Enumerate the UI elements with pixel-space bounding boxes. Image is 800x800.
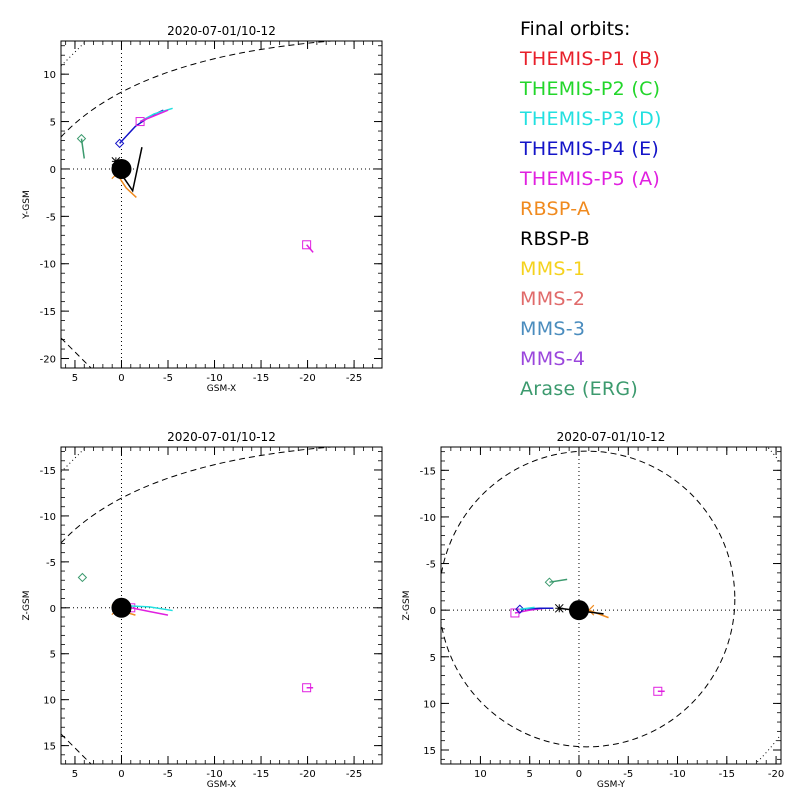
y-tick-label: -20 [40, 355, 56, 366]
y-tick-label: -15 [40, 466, 56, 477]
plot-frame [60, 40, 383, 369]
y-tick-label: 15 [423, 746, 436, 757]
square-marker [302, 240, 312, 250]
x-tick-label: -15 [253, 373, 269, 384]
legend-item: THEMIS-P3 (D) [520, 108, 662, 130]
y-tick-label: 5 [50, 650, 56, 661]
earth-disc [111, 158, 132, 179]
x-tick-label: -5 [163, 373, 173, 384]
magnetopause-curve [61, 447, 338, 544]
diamond-marker [114, 138, 125, 149]
plot-area [441, 447, 781, 764]
x-tick-label: -10 [206, 373, 222, 384]
legend-item: RBSP-B [520, 228, 591, 250]
square-marker [302, 683, 312, 693]
dotted-boundary [61, 41, 87, 67]
legend-item: RBSP-A [520, 198, 591, 220]
diamond-marker [77, 572, 88, 583]
chart-panel-3: 10 5 0 -5 -10 -15 -20 -15 -10 -5 0 5 10 15 2020-07-01/… [402, 430, 784, 790]
chart-panel-1: 5 0 -5 -10 -15 -20 -25 -20 -15 -10 -5 0 5 10 2020-07-0… [22, 24, 383, 394]
plot-frame [60, 446, 383, 765]
x-tick-label: -25 [346, 373, 362, 384]
plot-area [61, 41, 382, 368]
square-marker [135, 117, 145, 127]
x-tick-label: -15 [253, 769, 269, 780]
plot-area [61, 447, 382, 764]
dotted-boundary [61, 447, 87, 473]
y-tick-label: -10 [420, 513, 436, 524]
magnetopause-curve-lower [61, 733, 92, 764]
y-tick-label: -10 [40, 512, 56, 523]
y-tick-label: 10 [43, 70, 56, 81]
x-tick-label: 0 [118, 373, 124, 384]
magnetopause-curve-lower [61, 337, 92, 368]
chart-title: 2020-07-01/10-12 [167, 24, 276, 38]
legend-item: MMS-2 [520, 288, 586, 310]
chart-panel-2: 5 0 -5 -10 -15 -20 -25 -15 -10 -5 0 5 10 15 2020-07-01… [22, 430, 383, 790]
legend-item: MMS-4 [520, 348, 586, 370]
x-tick-label: 0 [576, 769, 582, 780]
star-marker [554, 603, 564, 613]
orbit-track [519, 606, 535, 610]
chart-title: 2020-07-01/10-12 [167, 430, 276, 444]
y-tick-label: 0 [50, 165, 56, 176]
x-axis-label: GSM-X [207, 384, 236, 394]
plot-frame [440, 446, 782, 765]
y-tick-label: -15 [40, 307, 56, 318]
y-tick-label: -10 [40, 260, 56, 271]
y-tick-label: 5 [50, 118, 56, 129]
y-tick-label: -5 [46, 558, 56, 569]
x-tick-label: 5 [72, 373, 78, 384]
x-tick-label: -15 [719, 769, 735, 780]
x-tick-label: -5 [163, 769, 173, 780]
chart-title: 2020-07-01/10-12 [557, 430, 666, 444]
legend-item: THEMIS-P4 (E) [520, 138, 660, 160]
diamond-marker [76, 133, 87, 144]
y-tick-label: 10 [43, 696, 56, 707]
y-axis-label: Z-GSM [22, 590, 32, 620]
x-tick-label: -20 [299, 373, 315, 384]
x-tick-label: -20 [768, 769, 784, 780]
x-tick-label: 0 [118, 769, 124, 780]
orbit-track [139, 109, 169, 123]
legend-item: THEMIS-P5 (A) [520, 168, 661, 190]
earth-disc [568, 600, 589, 621]
legend-item: Arase (ERG) [520, 378, 639, 400]
y-axis-label: Y-GSM [22, 190, 32, 219]
legend-item: THEMIS-P1 (B) [520, 48, 661, 70]
y-tick-label: -15 [420, 466, 436, 477]
legend-title: Final orbits: [520, 18, 631, 40]
legend-item: THEMIS-P2 (C) [520, 78, 661, 100]
legend-item: MMS-3 [520, 318, 586, 340]
diamond-marker [544, 577, 555, 587]
orbit-track [130, 605, 173, 612]
x-axis-label: GSM-X [207, 780, 236, 790]
legend-item: MMS-1 [520, 258, 586, 280]
y-tick-label: 15 [43, 742, 56, 753]
magnetopause-circle [441, 450, 736, 748]
y-tick-label: 5 [430, 653, 436, 664]
y-tick-label: -5 [46, 212, 56, 223]
x-tick-label: -25 [346, 769, 362, 780]
x-tick-label: -10 [669, 769, 685, 780]
orbit-track [130, 607, 169, 616]
y-tick-label: 10 [423, 699, 436, 710]
x-tick-label: -5 [623, 769, 633, 780]
x-tick-label: 5 [527, 769, 533, 780]
x-tick-label: -20 [299, 769, 315, 780]
x-axis-label: GSM-Y [597, 780, 626, 790]
earth-disc [111, 597, 132, 618]
x-tick-label: -10 [206, 769, 222, 780]
y-tick-label: -5 [426, 560, 436, 571]
y-tick-label: 0 [50, 604, 56, 615]
magnetopause-curve [61, 41, 338, 138]
square-marker [653, 686, 663, 696]
y-axis-label: Z-GSM [402, 590, 412, 620]
diamond-marker [515, 604, 525, 614]
x-tick-label: 5 [72, 769, 78, 780]
x-tick-label: 10 [474, 769, 487, 780]
y-tick-label: 0 [430, 606, 436, 617]
